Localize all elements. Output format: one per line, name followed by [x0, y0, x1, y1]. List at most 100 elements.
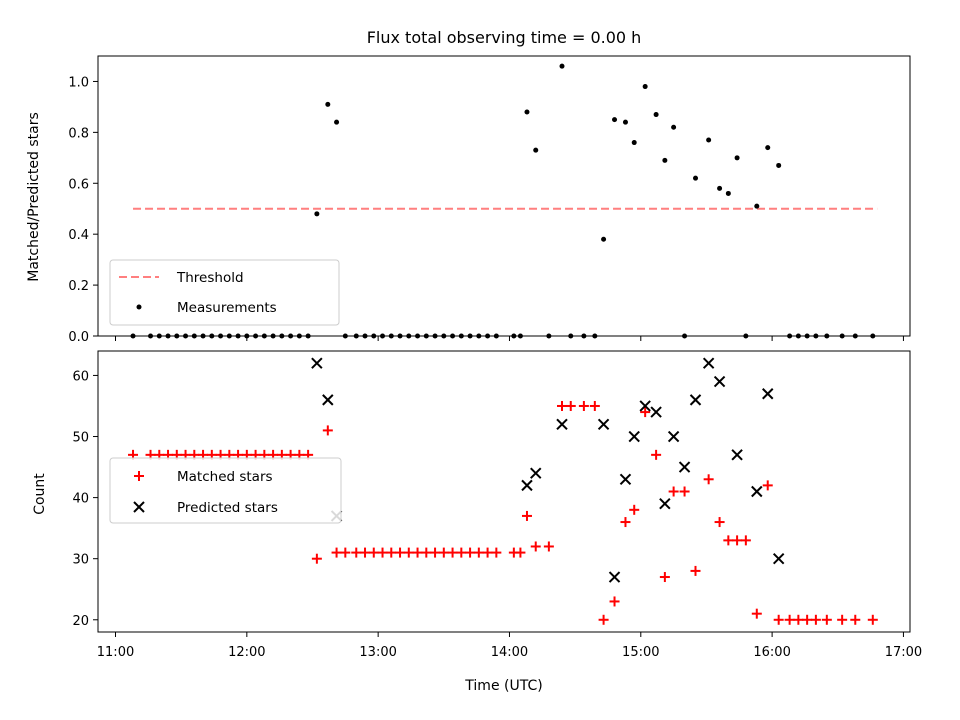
matched-star-marker: [837, 614, 848, 625]
predicted-star-marker: [521, 479, 533, 492]
measurement-point: [717, 185, 723, 191]
measurement-point: [325, 101, 331, 107]
predicted-marker-b: [311, 357, 323, 369]
legend-measurements-label: Measurements: [177, 300, 277, 316]
bottom-y-tick-label: 30: [72, 553, 89, 568]
predicted-star-marker: [556, 418, 568, 431]
matched-star-marker: [690, 565, 701, 576]
bottom-x-tick-label: 13:00: [359, 645, 396, 660]
predicted-star-marker: [597, 418, 610, 431]
predicted-marker-b: [772, 552, 785, 565]
matched-star-marker: [810, 614, 821, 625]
bottom-panel: Count Time (UTC) 20 30 40 50 60 11:00 12:00 13:…: [32, 350, 922, 694]
matched-star-marker: [598, 614, 609, 625]
matched-star-marker: [679, 486, 690, 497]
matched-star-marker: [465, 547, 476, 558]
predicted-marker-b: [678, 461, 691, 473]
matched-star-marker: [368, 547, 379, 558]
matched-star-marker: [703, 474, 714, 485]
matched-star-marker: [740, 535, 751, 546]
predicted-marker-b: [322, 394, 334, 406]
matched-star-marker: [850, 614, 861, 625]
legend-threshold-label: Threshold: [176, 270, 244, 286]
predicted-star-marker: [713, 375, 726, 388]
matched-star-marker: [521, 510, 532, 521]
predicted-marker-b: [597, 418, 610, 431]
matched-star-marker: [668, 486, 679, 497]
matched-star-marker: [438, 547, 449, 558]
measurement-point: [706, 137, 712, 143]
matched-star-marker: [793, 614, 804, 625]
matched-star-marker: [482, 547, 493, 558]
predicted-marker-b: [521, 479, 533, 492]
measurement-point: [334, 119, 340, 125]
predicted-star-marker: [530, 467, 542, 479]
matched-star-marker: [629, 504, 640, 515]
matched-star-marker: [773, 614, 784, 625]
matched-star-marker: [403, 547, 414, 558]
bottom-y-tick-label: 20: [72, 614, 89, 629]
predicted-star-marker: [628, 430, 640, 443]
measurement-point: [693, 175, 699, 181]
matched-star-marker: [360, 547, 371, 558]
bottom-x-tick-label: 11:00: [97, 645, 134, 660]
top-legend-box: [109, 259, 340, 326]
predicted-marker-b: [650, 406, 662, 418]
predicted-star-marker: [689, 394, 702, 406]
bottom-legend-box: [109, 457, 342, 524]
bottom-y-tick-label: 50: [72, 431, 89, 446]
matched-star-marker: [386, 547, 397, 558]
top-axes-frame: [97, 55, 911, 337]
bottom-y-axis-label: Count: [32, 473, 48, 515]
legend-predicted-label: Predicted stars: [177, 500, 278, 516]
top-y-tick-label: 0.0: [68, 330, 89, 345]
top-y-tick-label: 0.6: [68, 177, 89, 192]
legend-predicted-swatch: [133, 501, 145, 513]
matched-star-marker: [412, 547, 423, 558]
bottom-y-tick-label: 60: [72, 369, 89, 384]
measurement-point: [524, 109, 530, 115]
matched-star-marker: [491, 547, 502, 558]
matched-star-marker: [421, 547, 432, 558]
predicted-marker-b: [751, 485, 763, 498]
matched-star-marker: [447, 547, 458, 558]
legend-measurements-swatch: [136, 304, 142, 310]
matched-star-marker: [430, 547, 441, 558]
top-y-axis-label: Matched/Predicted stars: [26, 112, 42, 282]
measurement-point: [533, 147, 539, 153]
bottom-legend: Matched stars Predicted stars: [109, 457, 342, 524]
matched-star-marker: [867, 614, 878, 625]
predicted-star-marker: [678, 461, 691, 473]
predicted-star-marker: [322, 394, 334, 406]
matched-star-marker: [732, 535, 743, 546]
matched-star-marker: [723, 535, 734, 546]
matched-star-marker: [565, 400, 576, 411]
measurement-point: [631, 140, 637, 146]
predicted-marker-b: [667, 430, 680, 443]
measurement-point: [765, 145, 771, 151]
predicted-marker-b: [639, 400, 651, 412]
measurement-point: [725, 190, 731, 196]
measurement-point: [601, 236, 607, 242]
predicted-star-marker: [731, 449, 743, 461]
bottom-x-tick-label: 14:00: [491, 645, 528, 660]
predicted-star-marker: [667, 430, 680, 443]
predicted-marker-b: [659, 498, 671, 510]
top-y-tick-label: 0.4: [68, 228, 89, 243]
matched-star-marker: [557, 400, 567, 411]
predicted-marker-b: [702, 357, 715, 369]
matched-star-marker: [640, 407, 651, 418]
matched-star-marker: [351, 547, 362, 558]
predicted-marker-b: [689, 394, 702, 406]
matched-star-marker: [578, 400, 589, 411]
matched-star-marker: [473, 547, 484, 558]
top-plot-area: 0.0 0.2 0.4 0.6 0.8 1.0: [68, 63, 904, 345]
bottom-x-tick-label: 12:00: [228, 645, 265, 660]
measurement-point: [622, 119, 628, 125]
predicted-marker-b: [731, 449, 743, 461]
matched-star-marker: [802, 614, 813, 625]
matched-star-marker: [589, 400, 600, 411]
predicted-marker-b: [628, 430, 640, 443]
x-axis-label: Time (UTC): [464, 678, 542, 694]
